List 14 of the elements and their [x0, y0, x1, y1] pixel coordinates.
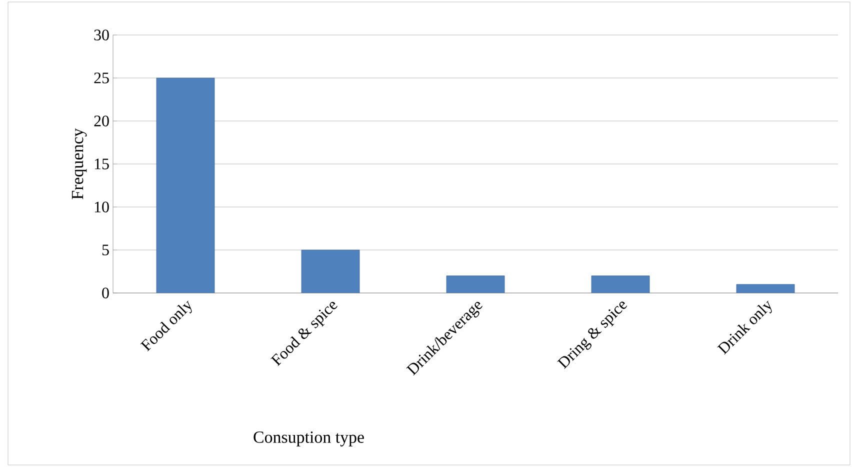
y-tick-label: 0 — [102, 288, 109, 298]
bar — [446, 276, 505, 293]
y-tick-label: 20 — [94, 116, 109, 126]
bar — [736, 284, 795, 293]
y-tick-label: 5 — [102, 244, 109, 256]
bar — [591, 276, 650, 293]
y-tick-label: 25 — [94, 72, 109, 84]
x-axis-title: Consuption type — [254, 432, 364, 446]
y-tick-label: 10 — [94, 202, 109, 212]
y-tick-label: 15 — [94, 158, 109, 170]
y-axis-title: Frequency — [72, 128, 87, 200]
y-tick-label: 30 — [94, 30, 109, 40]
bar — [301, 250, 360, 293]
bar — [156, 78, 215, 293]
